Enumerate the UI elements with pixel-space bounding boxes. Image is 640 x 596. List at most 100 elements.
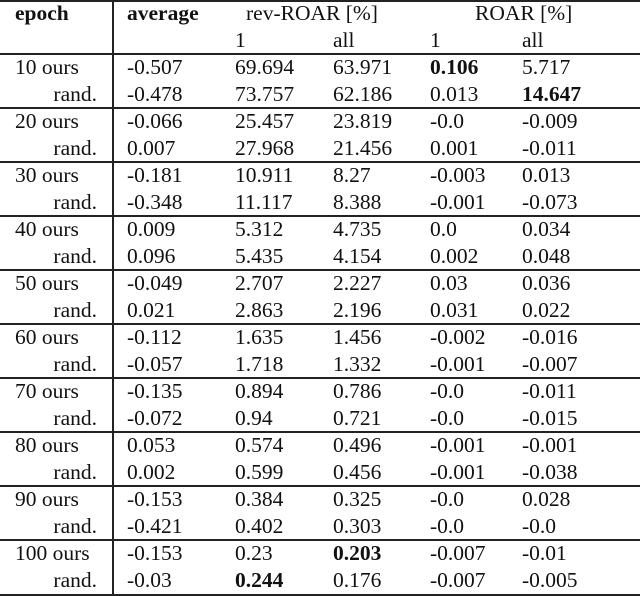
cell-rev-roar-1: 2.707 — [235, 271, 284, 295]
cell-average: -0.153 — [127, 487, 183, 511]
cell-roar-all: -0.0 — [522, 514, 557, 538]
cell-rev-roar-all: 0.203 — [333, 541, 382, 565]
method-label: ours — [41, 271, 79, 295]
cell-rev-roar-1: 2.863 — [235, 298, 284, 322]
epoch-value: 60 — [15, 325, 37, 349]
row-label-epoch: 30 ours — [15, 162, 79, 189]
cell-roar-1: -0.0 — [430, 379, 465, 403]
cell-roar-1: 0.031 — [430, 298, 479, 322]
cell-rev-roar-1: 11.117 — [235, 190, 293, 214]
cell-roar-1: -0.0 — [430, 514, 465, 538]
method-label: ours — [41, 55, 79, 79]
epoch-value: 10 — [15, 55, 37, 79]
table-row: rand. 0.007 27.968 21.456 0.001 -0.011 — [0, 135, 640, 162]
cell-average: -0.049 — [127, 271, 183, 295]
table-row: 20 ours -0.066 25.457 23.819 -0.0 -0.009 — [0, 108, 640, 135]
cell-rev-roar-all: 1.456 — [333, 325, 382, 349]
cell-rev-roar-1: 0.402 — [235, 514, 284, 538]
method-label: ours — [41, 325, 79, 349]
cell-rev-roar-all: 1.332 — [333, 352, 382, 376]
table-row: rand. -0.03 0.244 0.176 -0.007 -0.005 — [0, 567, 640, 594]
cell-roar-1: -0.001 — [430, 433, 486, 457]
method-label: rand. — [53, 298, 97, 322]
cell-average: -0.057 — [127, 352, 183, 376]
group-rule — [0, 161, 640, 163]
cell-roar-all: -0.011 — [522, 379, 577, 403]
method-label: ours — [41, 379, 79, 403]
cell-roar-all: -0.016 — [522, 325, 578, 349]
row-label-epoch: 90 ours — [15, 486, 79, 513]
cell-rev-roar-all: 21.456 — [333, 136, 393, 160]
cell-average: 0.009 — [127, 217, 176, 241]
cell-average: -0.072 — [127, 406, 183, 430]
table-row: rand. -0.348 11.117 8.388 -0.001 -0.073 — [0, 189, 640, 216]
cell-roar-all: -0.005 — [522, 568, 578, 592]
row-label-epoch: 100 ours — [15, 540, 90, 567]
cell-roar-all: 0.034 — [522, 217, 571, 241]
method-label: rand. — [53, 514, 97, 538]
cell-rev-roar-1: 0.244 — [235, 568, 284, 592]
header-row: epoch average rev-ROAR [%] ROAR [%] — [0, 0, 640, 27]
row-label-epoch: 20 ours — [15, 108, 79, 135]
cell-roar-1: -0.001 — [430, 190, 486, 214]
cell-roar-1: -0.001 — [430, 460, 486, 484]
cell-rev-roar-1: 0.894 — [235, 379, 284, 403]
cell-roar-all: 0.036 — [522, 271, 571, 295]
cell-roar-1: -0.002 — [430, 325, 486, 349]
cell-roar-1: -0.007 — [430, 541, 486, 565]
row-label-epoch: 60 ours — [15, 324, 79, 351]
cell-roar-all: -0.007 — [522, 352, 578, 376]
cell-rev-roar-1: 5.312 — [235, 217, 284, 241]
bottom-rule — [0, 594, 640, 596]
method-label: rand. — [53, 190, 97, 214]
subheader-rev-all: all — [333, 28, 355, 52]
group-rule — [0, 269, 640, 271]
epoch-value: 70 — [15, 379, 37, 403]
cell-average: 0.096 — [127, 244, 176, 268]
cell-rev-roar-all: 0.176 — [333, 568, 382, 592]
group-rule — [0, 323, 640, 325]
cell-roar-all: 0.013 — [522, 163, 571, 187]
row-label-epoch: 70 ours — [15, 378, 79, 405]
cell-rev-roar-1: 1.635 — [235, 325, 284, 349]
table-row: 60 ours -0.112 1.635 1.456 -0.002 -0.016 — [0, 324, 640, 351]
epoch-value: 80 — [15, 433, 37, 457]
column-divider — [112, 0, 114, 596]
method-label: ours — [41, 217, 79, 241]
subheader-roar-1: 1 — [430, 28, 441, 52]
cell-rev-roar-1: 0.94 — [235, 406, 273, 430]
cell-rev-roar-1: 73.757 — [235, 82, 295, 106]
cell-average: -0.135 — [127, 379, 183, 403]
cell-rev-roar-1: 27.968 — [235, 136, 295, 160]
cell-average: -0.421 — [127, 514, 183, 538]
table-row: rand. -0.421 0.402 0.303 -0.0 -0.0 — [0, 513, 640, 540]
method-label: rand. — [53, 406, 97, 430]
epoch-value: 30 — [15, 163, 37, 187]
group-rule — [0, 377, 640, 379]
table-row: 90 ours -0.153 0.384 0.325 -0.0 0.028 — [0, 486, 640, 513]
cell-average: 0.053 — [127, 433, 176, 457]
cell-average: -0.03 — [127, 568, 172, 592]
cell-rev-roar-all: 62.186 — [333, 82, 393, 106]
method-label: ours — [41, 433, 79, 457]
row-label-epoch: 50 ours — [15, 270, 79, 297]
cell-average: -0.348 — [127, 190, 183, 214]
table-row: rand. -0.057 1.718 1.332 -0.001 -0.007 — [0, 351, 640, 378]
group-rule — [0, 485, 640, 487]
cell-roar-1: 0.001 — [430, 136, 479, 160]
cell-average: -0.066 — [127, 109, 183, 133]
cell-average: -0.478 — [127, 82, 183, 106]
table-row: 80 ours 0.053 0.574 0.496 -0.001 -0.001 — [0, 432, 640, 459]
method-label: rand. — [53, 568, 97, 592]
table-row: 30 ours -0.181 10.911 8.27 -0.003 0.013 — [0, 162, 640, 189]
cell-roar-1: -0.003 — [430, 163, 486, 187]
cell-rev-roar-1: 0.384 — [235, 487, 284, 511]
epoch-value: 20 — [15, 109, 37, 133]
cell-rev-roar-all: 0.786 — [333, 379, 382, 403]
cell-roar-all: -0.009 — [522, 109, 578, 133]
cell-rev-roar-all: 0.303 — [333, 514, 382, 538]
cell-average: 0.007 — [127, 136, 176, 160]
cell-roar-all: -0.015 — [522, 406, 578, 430]
cell-rev-roar-1: 25.457 — [235, 109, 295, 133]
cell-rev-roar-all: 63.971 — [333, 55, 393, 79]
